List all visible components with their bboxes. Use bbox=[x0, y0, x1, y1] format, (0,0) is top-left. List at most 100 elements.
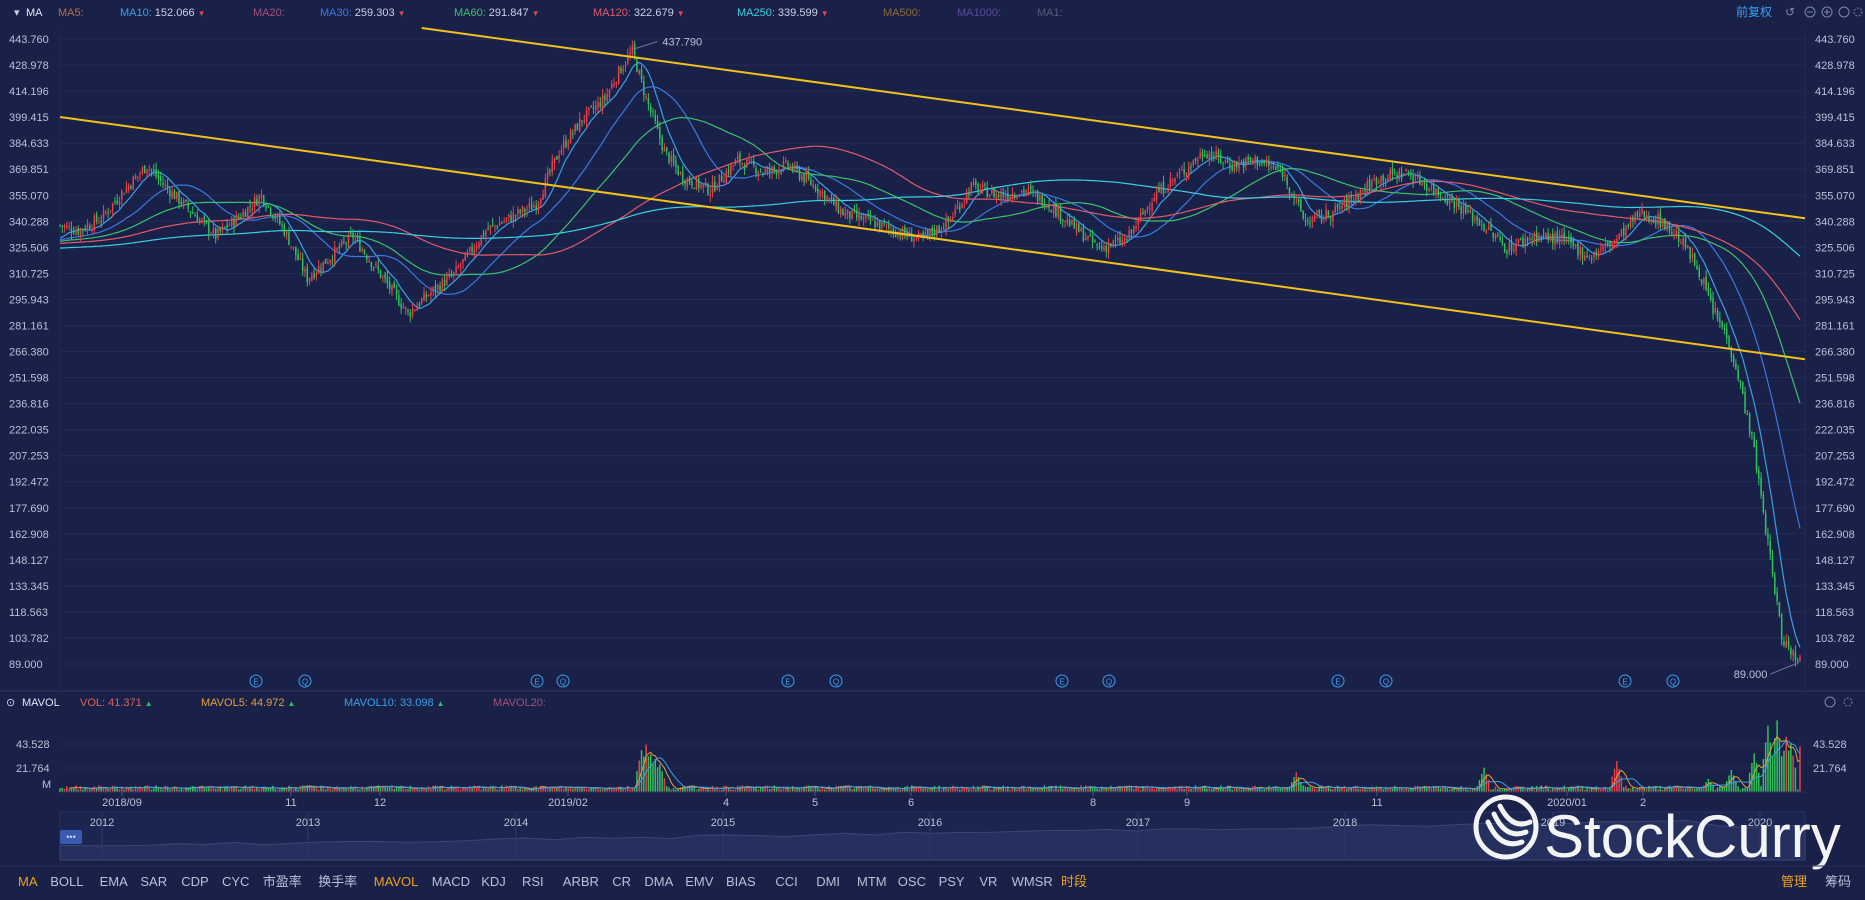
settings-gear-icon[interactable] bbox=[1853, 7, 1863, 17]
candle bbox=[1094, 238, 1096, 244]
quarter-event-icon[interactable]: Q bbox=[1102, 674, 1116, 688]
volume-indicator-label[interactable]: MAVOL bbox=[22, 697, 60, 709]
tab-psy[interactable]: PSY bbox=[939, 874, 965, 889]
price-axis-left: 443.760428.978414.196399.415384.633369.8… bbox=[9, 34, 49, 671]
chip-distribution-button[interactable]: 筹码 bbox=[1825, 874, 1851, 889]
tab-ema[interactable]: EMA bbox=[100, 874, 129, 889]
quarter-event-icon[interactable]: Q bbox=[298, 674, 312, 688]
volume-legend-item[interactable]: MAVOL5: 44.972 ▲ bbox=[201, 697, 295, 709]
tab-vr[interactable]: VR bbox=[979, 874, 997, 889]
trendline[interactable] bbox=[421, 27, 1806, 220]
quarter-event-icon[interactable]: Q bbox=[1666, 674, 1680, 688]
volume-bar bbox=[70, 787, 73, 792]
volume-legend-item[interactable]: MAVOL10: 33.098 ▲ bbox=[344, 697, 445, 709]
tab-macd[interactable]: MACD bbox=[432, 874, 470, 889]
tab-mtm[interactable]: MTM bbox=[857, 874, 887, 889]
tab-换手率[interactable]: 换手率 bbox=[318, 874, 357, 889]
volume-bar bbox=[1203, 786, 1206, 792]
tab-osc[interactable]: OSC bbox=[898, 874, 926, 889]
tab-sar[interactable]: SAR bbox=[140, 874, 167, 889]
volume-toggle-icon[interactable]: ⊙ bbox=[6, 697, 15, 709]
volume-bar bbox=[620, 786, 622, 792]
ma-legend-item[interactable]: MA1000: bbox=[957, 7, 1001, 19]
ma-toggle-icon[interactable]: ▾ bbox=[14, 7, 20, 19]
time-tick-label: 4 bbox=[723, 797, 729, 809]
manage-button[interactable]: 管理 bbox=[1781, 874, 1807, 889]
navigator-handle[interactable] bbox=[60, 830, 82, 844]
volume-bar bbox=[1691, 787, 1694, 792]
reset-icon[interactable]: ↺ bbox=[1785, 5, 1795, 19]
ma-legend-item[interactable]: MA120: 322.679 ▼ bbox=[593, 7, 685, 19]
ma-legend-item[interactable]: MA30: 259.303 ▼ bbox=[320, 7, 405, 19]
volume-bar bbox=[1451, 788, 1453, 792]
quarter-event-icon[interactable]: Q bbox=[1379, 674, 1393, 688]
zoom-in-icon[interactable] bbox=[1821, 6, 1833, 18]
tab-cdp[interactable]: CDP bbox=[181, 874, 208, 889]
zoom-out-icon[interactable] bbox=[1804, 6, 1816, 18]
earnings-event-icon[interactable]: E bbox=[530, 674, 544, 688]
info-icon[interactable] bbox=[1838, 6, 1850, 18]
earnings-event-icon[interactable]: E bbox=[1618, 674, 1632, 688]
volume-legend-item[interactable]: MAVOL20: bbox=[493, 697, 546, 709]
candle bbox=[1107, 238, 1110, 259]
quarter-event-icon[interactable]: Q bbox=[556, 674, 570, 688]
earnings-event-icon[interactable]: E bbox=[1331, 674, 1345, 688]
ma-legend-item[interactable]: MA20: bbox=[253, 7, 285, 19]
tab-arbr[interactable]: ARBR bbox=[563, 874, 599, 889]
tab-mavol[interactable]: MAVOL bbox=[374, 874, 419, 889]
candle bbox=[1602, 244, 1604, 254]
tab-kdj[interactable]: KDJ bbox=[481, 874, 506, 889]
candle bbox=[924, 226, 927, 237]
ma-legend-item[interactable]: MA5: bbox=[58, 7, 84, 19]
earnings-event-icon[interactable]: E bbox=[1055, 674, 1069, 688]
range-navigator[interactable]: 2012 2013 2014 2015 2016 2017 2018 2019 2020 ••• bbox=[59, 811, 1806, 861]
trendline[interactable] bbox=[59, 115, 1806, 361]
ma-legend-item[interactable]: MA500: bbox=[883, 7, 921, 19]
trendline-channel[interactable] bbox=[59, 27, 1806, 361]
earnings-event-icon[interactable]: E bbox=[249, 674, 263, 688]
candle bbox=[189, 210, 192, 219]
ma-indicator-label[interactable]: MA bbox=[26, 7, 43, 19]
tab-boll[interactable]: BOLL bbox=[50, 874, 83, 889]
candle bbox=[542, 189, 544, 200]
candle bbox=[1574, 243, 1577, 249]
price-adjust-toggle[interactable]: 前复权 bbox=[1736, 4, 1772, 19]
earnings-event-icon[interactable]: E bbox=[781, 674, 795, 688]
volume-bar bbox=[581, 787, 583, 792]
candle bbox=[620, 65, 622, 74]
tab-cci[interactable]: CCI bbox=[775, 874, 797, 889]
candle bbox=[881, 221, 883, 230]
candle bbox=[537, 201, 540, 215]
tab-bias[interactable]: BIAS bbox=[726, 874, 756, 889]
volume-bar bbox=[837, 786, 840, 792]
candle bbox=[524, 207, 526, 219]
tab-emv[interactable]: EMV bbox=[685, 874, 714, 889]
stockcurry-logo-icon bbox=[1473, 794, 1539, 860]
ma-legend-item[interactable]: MA1: bbox=[1037, 7, 1063, 19]
tab-cr[interactable]: CR bbox=[612, 874, 631, 889]
volume-legend-item[interactable]: VOL: 41.371 ▲ bbox=[80, 697, 153, 709]
tab-wmsr[interactable]: WMSR bbox=[1012, 874, 1053, 889]
ma-legend-item[interactable]: MA250: 339.599 ▼ bbox=[737, 7, 829, 19]
quarter-event-icon[interactable]: Q bbox=[829, 674, 843, 688]
ma-legend-item[interactable]: MA10: 152.066 ▼ bbox=[120, 7, 205, 19]
tab-dmi[interactable]: DMI bbox=[816, 874, 840, 889]
candle bbox=[853, 204, 856, 214]
ma-legend-item[interactable]: MA60: 291.847 ▼ bbox=[454, 7, 539, 19]
tab-ma[interactable]: MA bbox=[18, 874, 38, 889]
volume-bar bbox=[741, 785, 744, 792]
candle bbox=[665, 146, 668, 156]
tab-dma[interactable]: DMA bbox=[644, 874, 673, 889]
tab-cyc[interactable]: CYC bbox=[222, 874, 249, 889]
close-panel-icon[interactable] bbox=[1824, 696, 1836, 708]
candle bbox=[416, 302, 418, 311]
tab-时段[interactable]: 时段 bbox=[1061, 874, 1087, 889]
volume-bar bbox=[1611, 776, 1614, 792]
volume-bar bbox=[267, 788, 270, 792]
candle bbox=[1771, 550, 1774, 578]
volume-bar bbox=[601, 788, 604, 792]
candle bbox=[462, 258, 464, 269]
volume-settings-icon[interactable] bbox=[1843, 697, 1853, 707]
tab-市盈率[interactable]: 市盈率 bbox=[263, 874, 302, 889]
tab-rsi[interactable]: RSI bbox=[522, 874, 544, 889]
